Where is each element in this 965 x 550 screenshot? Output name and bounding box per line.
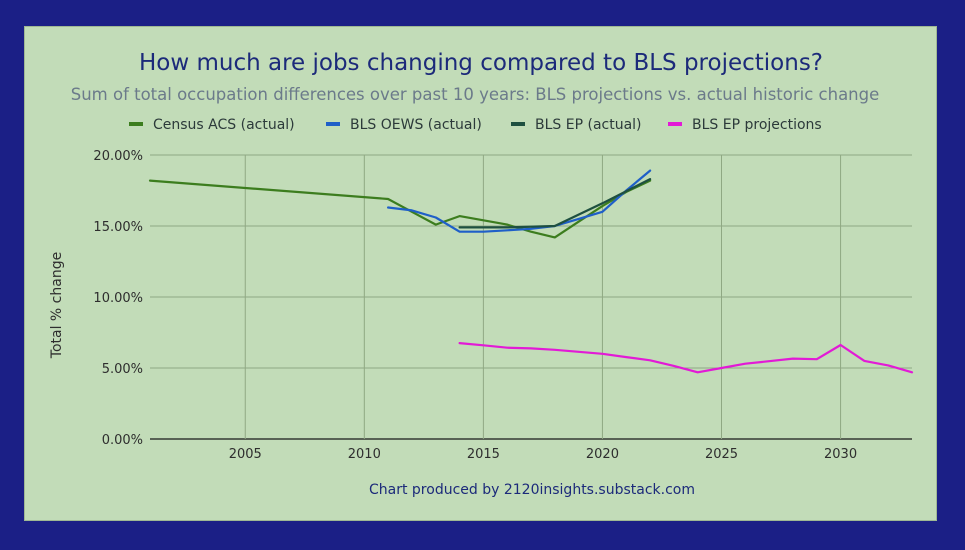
series-line-bls-ep-projections bbox=[458, 342, 914, 374]
series-line-census-acs-actual bbox=[148, 179, 652, 239]
y-tick-label: 10.00% bbox=[93, 291, 143, 306]
chart-footer: Chart produced by 2120insights.substack.… bbox=[369, 482, 695, 498]
x-tick-label: 2015 bbox=[467, 447, 500, 462]
y-tick-label: 15.00% bbox=[93, 220, 143, 235]
y-tick-label: 20.00% bbox=[93, 149, 143, 164]
series-line-bls-ep-actual bbox=[458, 178, 652, 229]
x-tick-label: 2005 bbox=[229, 447, 262, 462]
y-axis-label: Total % change bbox=[49, 252, 65, 359]
legend: Census ACS (actual) BLS OEWS (actual) BLS … bbox=[129, 117, 822, 133]
legend-label: BLS OEWS (actual) bbox=[350, 117, 482, 133]
legend-label: Census ACS (actual) bbox=[153, 117, 295, 133]
x-tick-label: 2010 bbox=[348, 447, 381, 462]
x-axis-ticks: 2005 2010 2015 2020 2025 2030 bbox=[229, 447, 857, 462]
series-line-bls-oews-actual bbox=[387, 169, 652, 233]
y-tick-label: 0.00% bbox=[102, 433, 143, 448]
legend-label: BLS EP projections bbox=[692, 117, 822, 133]
y-axis-ticks: 0.00% 5.00% 10.00% 15.00% 20.00% bbox=[93, 149, 143, 448]
legend-label: BLS EP (actual) bbox=[535, 117, 642, 133]
gridlines bbox=[150, 154, 912, 440]
y-tick-label: 5.00% bbox=[102, 362, 143, 377]
series-lines bbox=[148, 169, 914, 374]
chart-subtitle: Sum of total occupation differences over… bbox=[71, 85, 880, 104]
x-tick-label: 2025 bbox=[705, 447, 738, 462]
chart-title: How much are jobs changing compared to B… bbox=[139, 50, 823, 76]
x-tick-label: 2020 bbox=[586, 447, 619, 462]
x-tick-label: 2030 bbox=[824, 447, 857, 462]
